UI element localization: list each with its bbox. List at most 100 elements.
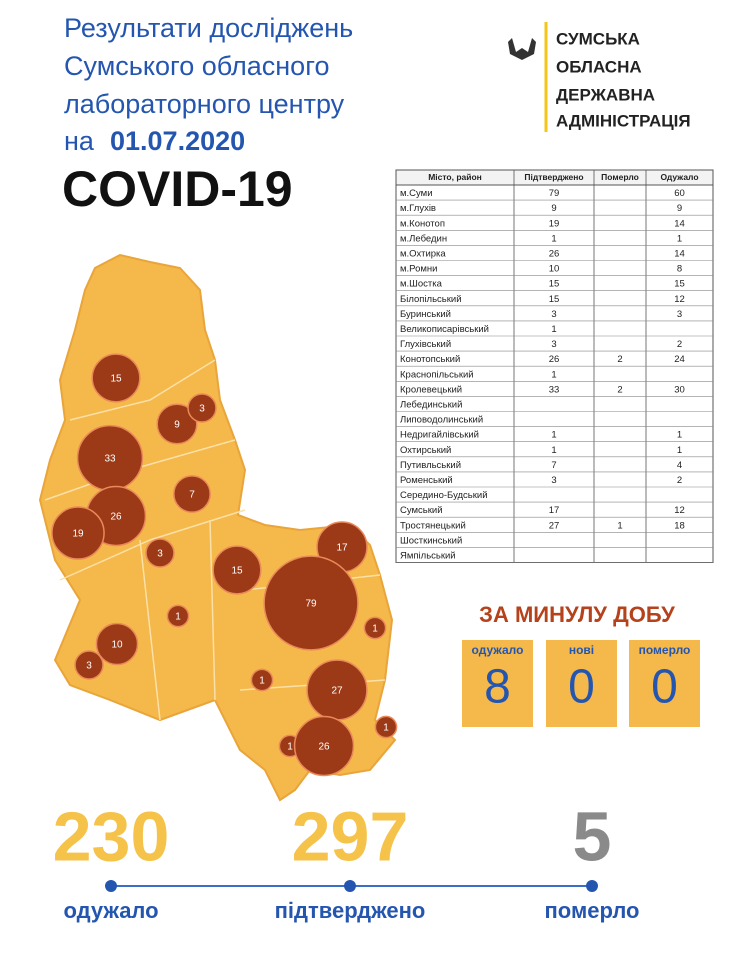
cell-value: 60 bbox=[674, 188, 685, 199]
cell-value: 15 bbox=[674, 279, 685, 290]
bubble bbox=[363, 616, 387, 640]
row-name: Білопільський bbox=[400, 294, 462, 305]
row-name: Путивльський bbox=[400, 460, 461, 471]
total-label: підтверджено bbox=[275, 898, 426, 923]
row-name: Краснопільський bbox=[400, 369, 474, 380]
date: 01.07.2020 bbox=[110, 126, 245, 156]
logo-line: ДЕРЖАВНА bbox=[556, 85, 655, 104]
bubble-label: 27 bbox=[331, 686, 343, 697]
cell-value: 1 bbox=[551, 445, 556, 456]
cell-value: 15 bbox=[549, 279, 560, 290]
title-line: лабораторного центру bbox=[64, 89, 345, 119]
row-name: Великописарівський bbox=[400, 324, 489, 335]
row-name: Лебединський bbox=[400, 399, 462, 410]
subject: COVID-19 bbox=[62, 161, 293, 217]
row-name: м.Глухів bbox=[400, 203, 436, 214]
row-name: м.Ромни bbox=[400, 264, 437, 275]
row-name: Кролевецький bbox=[400, 384, 462, 395]
row-name: Ямпільський bbox=[400, 550, 456, 561]
bubble bbox=[187, 393, 217, 423]
total-dot bbox=[105, 880, 117, 892]
bubble bbox=[374, 715, 398, 739]
column-header: Одужало bbox=[660, 172, 698, 182]
daily-value: 0 bbox=[568, 661, 595, 714]
row-name: Роменський bbox=[400, 475, 453, 486]
row-name: м.Конотоп bbox=[400, 218, 445, 229]
daily-box bbox=[462, 640, 533, 727]
bubble-label: 19 bbox=[72, 529, 84, 540]
header: Результати досліджень Сумського обласног… bbox=[64, 13, 353, 156]
row-name: м.Суми bbox=[400, 188, 433, 199]
bubble bbox=[156, 403, 198, 445]
bubble-label: 3 bbox=[86, 661, 92, 672]
total-value: 230 bbox=[53, 797, 170, 875]
cell-value: 14 bbox=[674, 218, 685, 229]
cell-value: 9 bbox=[551, 203, 556, 214]
bubble-label: 7 bbox=[189, 490, 195, 501]
bubble-label: 9 bbox=[174, 420, 180, 431]
title-line: Результати досліджень bbox=[64, 13, 353, 43]
cell-value: 27 bbox=[549, 520, 560, 531]
cell-value: 14 bbox=[674, 248, 685, 259]
cell-value: 1 bbox=[677, 430, 682, 441]
row-name: м.Лебедин bbox=[400, 233, 447, 244]
daily-label: померло bbox=[639, 643, 691, 657]
cell-value: 10 bbox=[549, 264, 560, 275]
bubble-label: 1 bbox=[287, 742, 293, 753]
logo-line: АДМІНІСТРАЦІЯ bbox=[556, 111, 691, 130]
daily-box bbox=[629, 640, 700, 727]
bubble-label: 17 bbox=[336, 543, 348, 554]
bubble-label: 1 bbox=[259, 676, 265, 687]
cell-value: 2 bbox=[617, 384, 622, 395]
bubble-label: 79 bbox=[305, 599, 317, 610]
total-dot bbox=[586, 880, 598, 892]
total-value: 5 bbox=[573, 797, 612, 875]
cell-value: 3 bbox=[677, 309, 682, 320]
cell-value: 1 bbox=[551, 369, 556, 380]
cell-value: 3 bbox=[551, 475, 556, 486]
bubble-label: 10 bbox=[111, 640, 123, 651]
bubble-label: 33 bbox=[104, 454, 116, 465]
cell-value: 15 bbox=[549, 294, 560, 305]
bubble bbox=[250, 668, 274, 692]
daily-value: 8 bbox=[484, 661, 511, 714]
cell-value: 26 bbox=[549, 354, 560, 365]
bubble bbox=[51, 506, 105, 560]
bubble bbox=[145, 538, 175, 568]
table-header-bg bbox=[395, 169, 714, 186]
bubble bbox=[91, 353, 141, 403]
logo-line: СУМСЬКА bbox=[556, 29, 640, 48]
cell-value: 1 bbox=[677, 233, 682, 244]
row-name: Липоводолинський bbox=[400, 415, 483, 426]
cell-value: 4 bbox=[677, 460, 682, 471]
cell-value: 24 bbox=[674, 354, 685, 365]
row-name: Сумський bbox=[400, 505, 443, 516]
cell-value: 79 bbox=[549, 188, 560, 199]
cell-value: 26 bbox=[549, 248, 560, 259]
total-label: одужало bbox=[63, 898, 158, 923]
cell-value: 18 bbox=[674, 520, 685, 531]
row-name: м.Шостка bbox=[400, 279, 443, 290]
bubble bbox=[173, 475, 211, 513]
cell-value: 3 bbox=[551, 339, 556, 350]
cell-value: 12 bbox=[674, 294, 685, 305]
cell-value: 12 bbox=[674, 505, 685, 516]
cell-value: 1 bbox=[617, 520, 622, 531]
cell-value: 30 bbox=[674, 384, 685, 395]
cell-value: 2 bbox=[617, 354, 622, 365]
row-name: Тростянецький bbox=[400, 520, 466, 531]
bubble-label: 15 bbox=[231, 566, 243, 577]
daily-label: нові bbox=[569, 643, 594, 657]
bubble-label: 26 bbox=[110, 512, 122, 523]
cell-value: 33 bbox=[549, 384, 560, 395]
cell-value: 1 bbox=[551, 324, 556, 335]
column-header: Місто, район bbox=[428, 172, 482, 182]
bubble-label: 1 bbox=[175, 612, 181, 623]
bubble-label: 3 bbox=[157, 549, 163, 560]
row-name: Глухівський bbox=[400, 339, 451, 350]
bubble-label: 15 bbox=[110, 374, 122, 385]
daily: одужало 8 нові 0 померло 0 bbox=[462, 640, 700, 727]
daily-value: 0 bbox=[651, 661, 678, 714]
table: Місто, район Підтверджено Померло Одужало м.… bbox=[395, 169, 714, 563]
